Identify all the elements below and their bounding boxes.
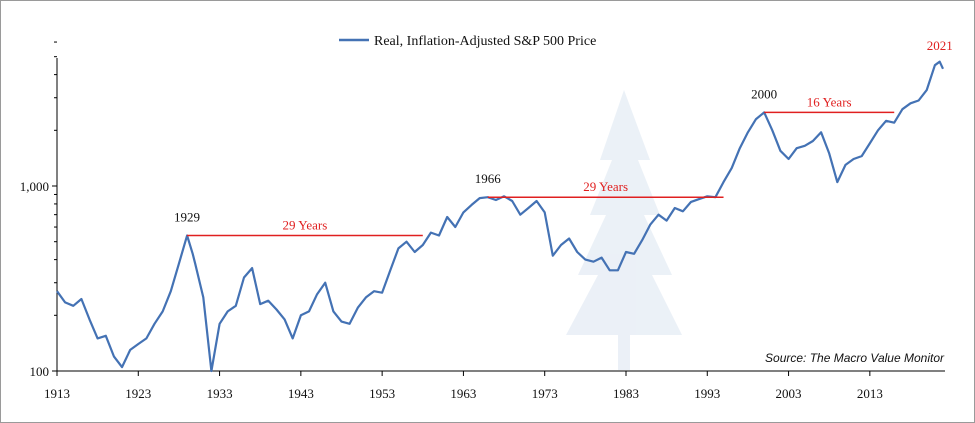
x-tick-label: 1913 [44, 386, 70, 401]
x-tick-label: 1943 [288, 386, 314, 401]
annotation-range-label: 29 Years [583, 179, 628, 194]
source-note: Source: The Macro Value Monitor [765, 351, 945, 365]
y-tick-label: 1,000 [20, 179, 49, 194]
series-line [56, 60, 944, 373]
legend-label: Real, Inflation-Adjusted S&P 500 Price [374, 34, 596, 49]
x-tick-label: 1963 [450, 386, 476, 401]
x-tick-label: 1923 [125, 386, 151, 401]
annotation-year-label: 2021 [927, 38, 953, 53]
annotation-range-label: 29 Years [283, 218, 328, 233]
tree-watermark [566, 90, 682, 370]
y-tick-label: 100 [30, 364, 50, 379]
legend: Real, Inflation-Adjusted S&P 500 Price [339, 34, 596, 49]
x-tick-label: 2013 [857, 386, 883, 401]
x-tick-label: 1933 [207, 386, 233, 401]
x-tick-label: 1983 [613, 386, 639, 401]
x-tick-label: 1993 [694, 386, 720, 401]
x-tick-label: 2003 [776, 386, 802, 401]
x-tick-label: 1953 [369, 386, 395, 401]
annotation-year-label: 2000 [751, 86, 777, 101]
annotation-range-label: 16 Years [807, 94, 852, 109]
x-tick-label: 1973 [532, 386, 558, 401]
annotation-year-label: 1929 [174, 210, 200, 225]
annotation-year-label: 1966 [475, 171, 502, 186]
